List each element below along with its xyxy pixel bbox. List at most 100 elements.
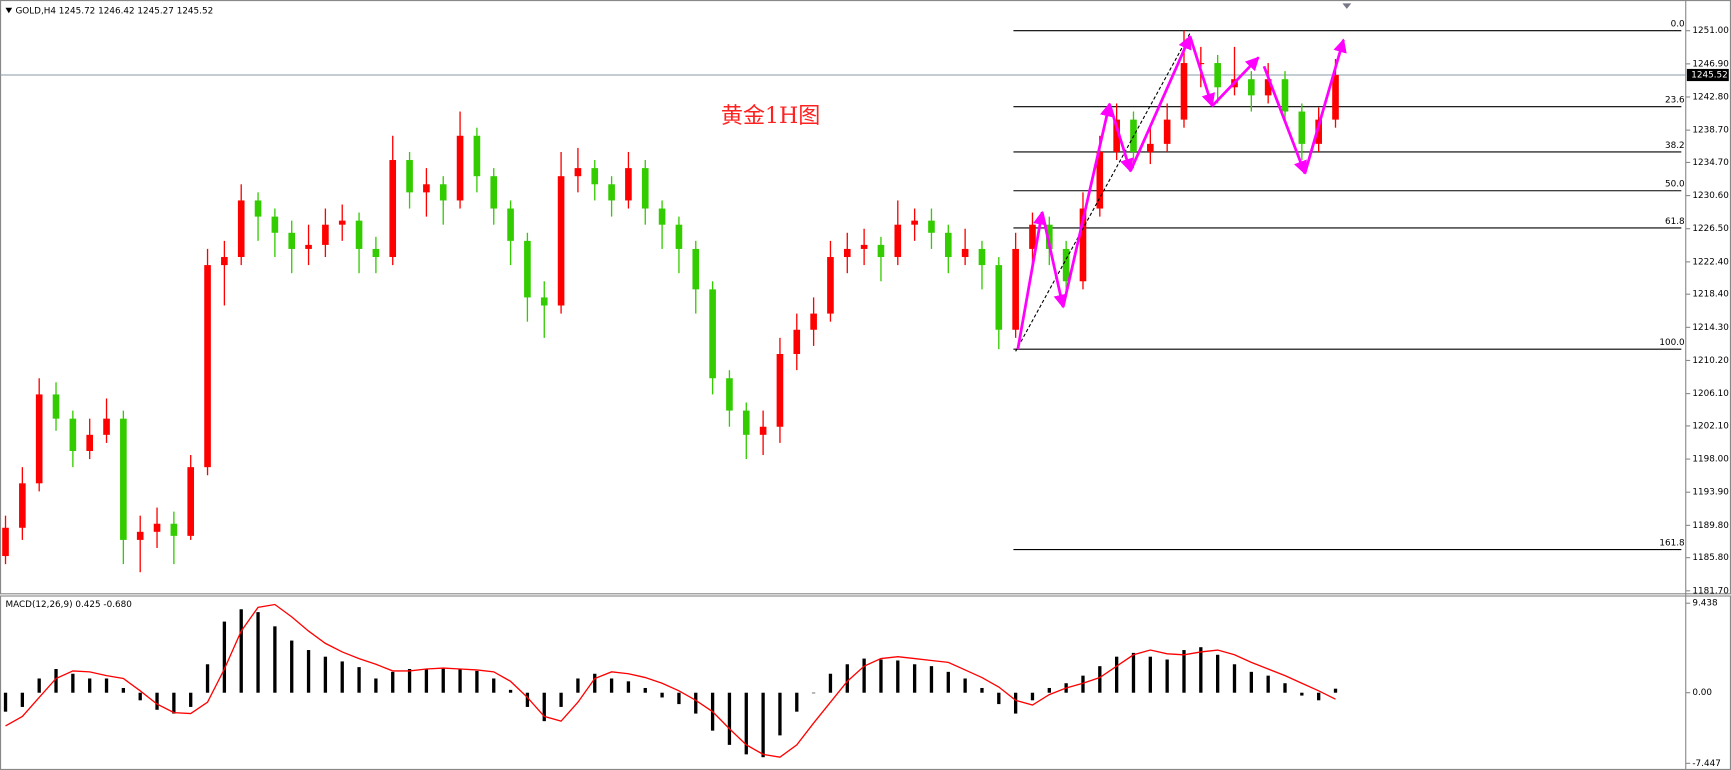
macd-bar [189, 692, 193, 707]
macd-bar [290, 640, 294, 693]
y-tick-label: 1238.70 [1692, 126, 1729, 136]
macd-bar [795, 692, 799, 712]
candle-body [1332, 75, 1339, 120]
candle-body [827, 257, 834, 314]
candle-body [1163, 119, 1171, 144]
candle-body [709, 289, 716, 379]
macd-bar [441, 668, 445, 693]
candle-body [456, 135, 464, 201]
candle-body [877, 244, 885, 258]
macd-bar [1283, 683, 1287, 693]
signal-line [5, 603, 1336, 758]
macd-panel-frame [0, 595, 1731, 770]
y-tick-label: 1246.90 [1692, 59, 1729, 69]
candle-body [641, 168, 649, 209]
plot: 1251.00 1246.90 1242.80 1238.70 1234.70 1230.… [0, 20, 1729, 769]
macd-bar [694, 692, 698, 714]
candle-body [995, 265, 1003, 330]
candle-body [423, 184, 430, 193]
macd-bar [3, 692, 8, 712]
macd-bar [54, 669, 58, 693]
macd-bar [626, 681, 631, 693]
macd-bar [677, 692, 681, 705]
y-tick-label: -7.447 [1692, 759, 1720, 769]
macd-bar [1114, 656, 1119, 693]
macd-bar [424, 669, 429, 693]
y-tick-label: 1218.40 [1692, 290, 1729, 300]
macd-bar [222, 621, 227, 693]
macd-bar [1232, 664, 1237, 693]
fib-level-label: 38.2 [1665, 141, 1685, 151]
macd-bar [727, 692, 732, 745]
macd-bar [475, 670, 479, 693]
macd-bar [138, 692, 142, 701]
candle-body [574, 168, 582, 177]
macd-bar [323, 656, 328, 693]
shift-marker [1342, 3, 1352, 9]
macd-bar [1098, 666, 1102, 693]
candle-body [759, 426, 767, 435]
candle-body [254, 200, 262, 217]
macd-bar [1300, 692, 1304, 696]
macd-bar [761, 692, 765, 758]
macd-bar [508, 689, 513, 693]
candle-body [591, 168, 599, 185]
candle-body [608, 184, 615, 201]
candle-body [675, 224, 683, 249]
macd-bar [828, 673, 833, 693]
wave-arrow [1262, 65, 1307, 175]
candle-body [1029, 224, 1036, 249]
macd-bar [1199, 647, 1203, 693]
candle-body [1096, 151, 1104, 209]
candle-body [338, 220, 346, 225]
macd-bar [71, 673, 75, 693]
macd-bar [896, 660, 900, 693]
candle-body [1113, 119, 1120, 152]
candle-body [1298, 111, 1306, 144]
fib-level-label: 100.0 [1659, 338, 1685, 348]
macd-bar [172, 692, 176, 714]
candle-body [726, 378, 733, 411]
y-tick-label: 1234.70 [1692, 158, 1729, 168]
macd-bar [980, 687, 984, 693]
macd-bar [306, 650, 311, 693]
candle-body [1062, 248, 1070, 282]
candle-body [524, 240, 531, 298]
macd-bar [576, 678, 580, 693]
macd-bar [744, 692, 748, 755]
candle-body [557, 176, 565, 306]
y-tick-label: 1198.00 [1692, 455, 1729, 465]
macd-bar [660, 692, 664, 698]
candle-body [978, 248, 986, 266]
candle-body [540, 297, 548, 306]
candle-body [86, 434, 94, 451]
macd-bar [1013, 692, 1018, 714]
macd-bar [205, 664, 210, 693]
macd-bar [340, 661, 344, 693]
macd-bar [1081, 675, 1085, 693]
macd-bar [609, 678, 614, 693]
candle-body [894, 224, 902, 258]
symbol-header: GOLD,H4 1245.72 1246.42 1245.27 1245.52 [15, 7, 213, 17]
y-tick-label: 1185.80 [1692, 553, 1729, 563]
macd-bar [492, 678, 496, 693]
macd-bar [1317, 692, 1321, 701]
macd-bar [1148, 656, 1152, 693]
wave-arrow [1016, 210, 1047, 350]
fib-level-label: 161.8 [1659, 538, 1685, 548]
candle-body [1012, 248, 1019, 330]
wave-arrow [1108, 103, 1134, 173]
candle-body [237, 200, 245, 258]
macd-bar [20, 692, 25, 707]
y-tick-label: 1242.80 [1692, 92, 1729, 102]
candle-body [221, 257, 228, 266]
fib-level-label: 61.8 [1665, 217, 1685, 227]
macd-bar [593, 673, 597, 693]
candle-body [288, 232, 296, 249]
candle-body [103, 418, 110, 435]
candle-body [507, 208, 514, 241]
chart-annotation: 黄金1H图 [721, 104, 821, 129]
candle-body [1197, 63, 1205, 65]
